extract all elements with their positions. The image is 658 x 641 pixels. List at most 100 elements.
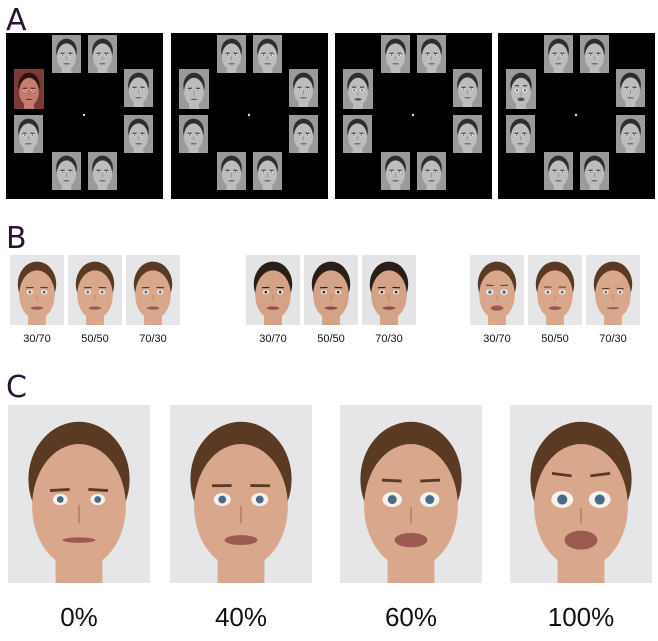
mouth <box>464 143 471 145</box>
mouth <box>88 306 102 310</box>
iris <box>69 171 72 173</box>
face-image <box>586 255 640 325</box>
iris <box>158 290 162 294</box>
iris <box>105 54 108 56</box>
intensity-label: 40% <box>215 602 267 632</box>
mouth <box>392 180 399 182</box>
panel-label: B <box>6 221 27 256</box>
face-image <box>52 152 81 190</box>
iris <box>360 134 363 136</box>
face-image <box>8 405 150 583</box>
face-label: 50/50 <box>81 333 109 345</box>
iris <box>353 89 355 92</box>
iris <box>234 54 237 56</box>
brow <box>590 471 611 478</box>
mouth <box>99 180 106 182</box>
iris <box>322 290 326 294</box>
neck <box>322 312 340 325</box>
neck <box>557 550 605 583</box>
iris <box>618 290 622 294</box>
iris <box>633 134 636 136</box>
face-image <box>381 152 410 190</box>
neck <box>553 183 564 190</box>
face-image <box>506 69 536 109</box>
mouth <box>392 63 399 65</box>
mouth <box>99 63 106 65</box>
iris <box>61 54 64 56</box>
iris <box>189 89 191 91</box>
iris <box>604 290 608 294</box>
mouth <box>428 63 435 65</box>
iris <box>470 134 473 136</box>
mouth <box>464 97 471 99</box>
face-image <box>616 69 645 107</box>
mouth <box>354 143 361 145</box>
neck <box>625 100 636 107</box>
intensity-label: 0% <box>60 602 98 632</box>
iris <box>298 88 301 90</box>
face-image <box>417 152 446 190</box>
neck <box>298 146 309 153</box>
neck <box>217 550 265 583</box>
mouth <box>224 535 258 546</box>
skin <box>364 444 458 569</box>
mouth <box>564 530 598 550</box>
iris <box>394 290 398 294</box>
neck <box>426 66 437 73</box>
face-image <box>340 405 482 583</box>
face-image <box>179 69 209 109</box>
iris <box>597 54 600 56</box>
iris <box>561 171 564 173</box>
iris <box>470 88 473 90</box>
iris <box>255 495 264 504</box>
iris <box>546 290 550 294</box>
face-image <box>217 35 246 73</box>
neck <box>390 66 401 73</box>
face-image <box>580 35 609 73</box>
neck <box>262 66 273 73</box>
iris <box>553 171 556 173</box>
neck <box>387 550 435 583</box>
face-image <box>253 35 282 73</box>
mouth <box>63 63 70 65</box>
neck <box>133 146 144 153</box>
iris <box>306 134 309 136</box>
iris <box>462 88 465 90</box>
face-image <box>506 115 535 153</box>
iris <box>361 89 363 92</box>
iris <box>262 171 265 173</box>
iris <box>133 134 136 136</box>
iris <box>94 496 102 503</box>
mouth <box>555 63 562 65</box>
brow <box>49 487 70 492</box>
mouth <box>428 180 435 182</box>
mouth <box>555 180 562 182</box>
face-image <box>68 255 122 325</box>
iris <box>197 89 199 91</box>
iris <box>97 54 100 56</box>
mouth <box>228 63 235 65</box>
iris <box>141 134 144 136</box>
mouth <box>25 98 33 100</box>
iris <box>597 171 600 173</box>
iris <box>398 54 401 56</box>
fixation <box>247 113 251 117</box>
face-image <box>528 255 582 325</box>
face-image <box>88 35 117 73</box>
neck <box>515 146 526 153</box>
face-image <box>124 115 153 153</box>
neck <box>144 312 162 325</box>
skin <box>534 444 628 569</box>
iris <box>218 495 227 504</box>
face-image <box>14 69 44 109</box>
mouth <box>135 143 142 145</box>
mouth <box>548 306 562 310</box>
mouth <box>135 97 142 99</box>
face-image <box>470 255 524 325</box>
iris <box>560 290 564 294</box>
iris <box>24 89 26 91</box>
face-label: 70/30 <box>375 333 403 345</box>
mouth <box>62 537 96 543</box>
mouth <box>190 143 197 145</box>
mouth <box>266 306 280 310</box>
